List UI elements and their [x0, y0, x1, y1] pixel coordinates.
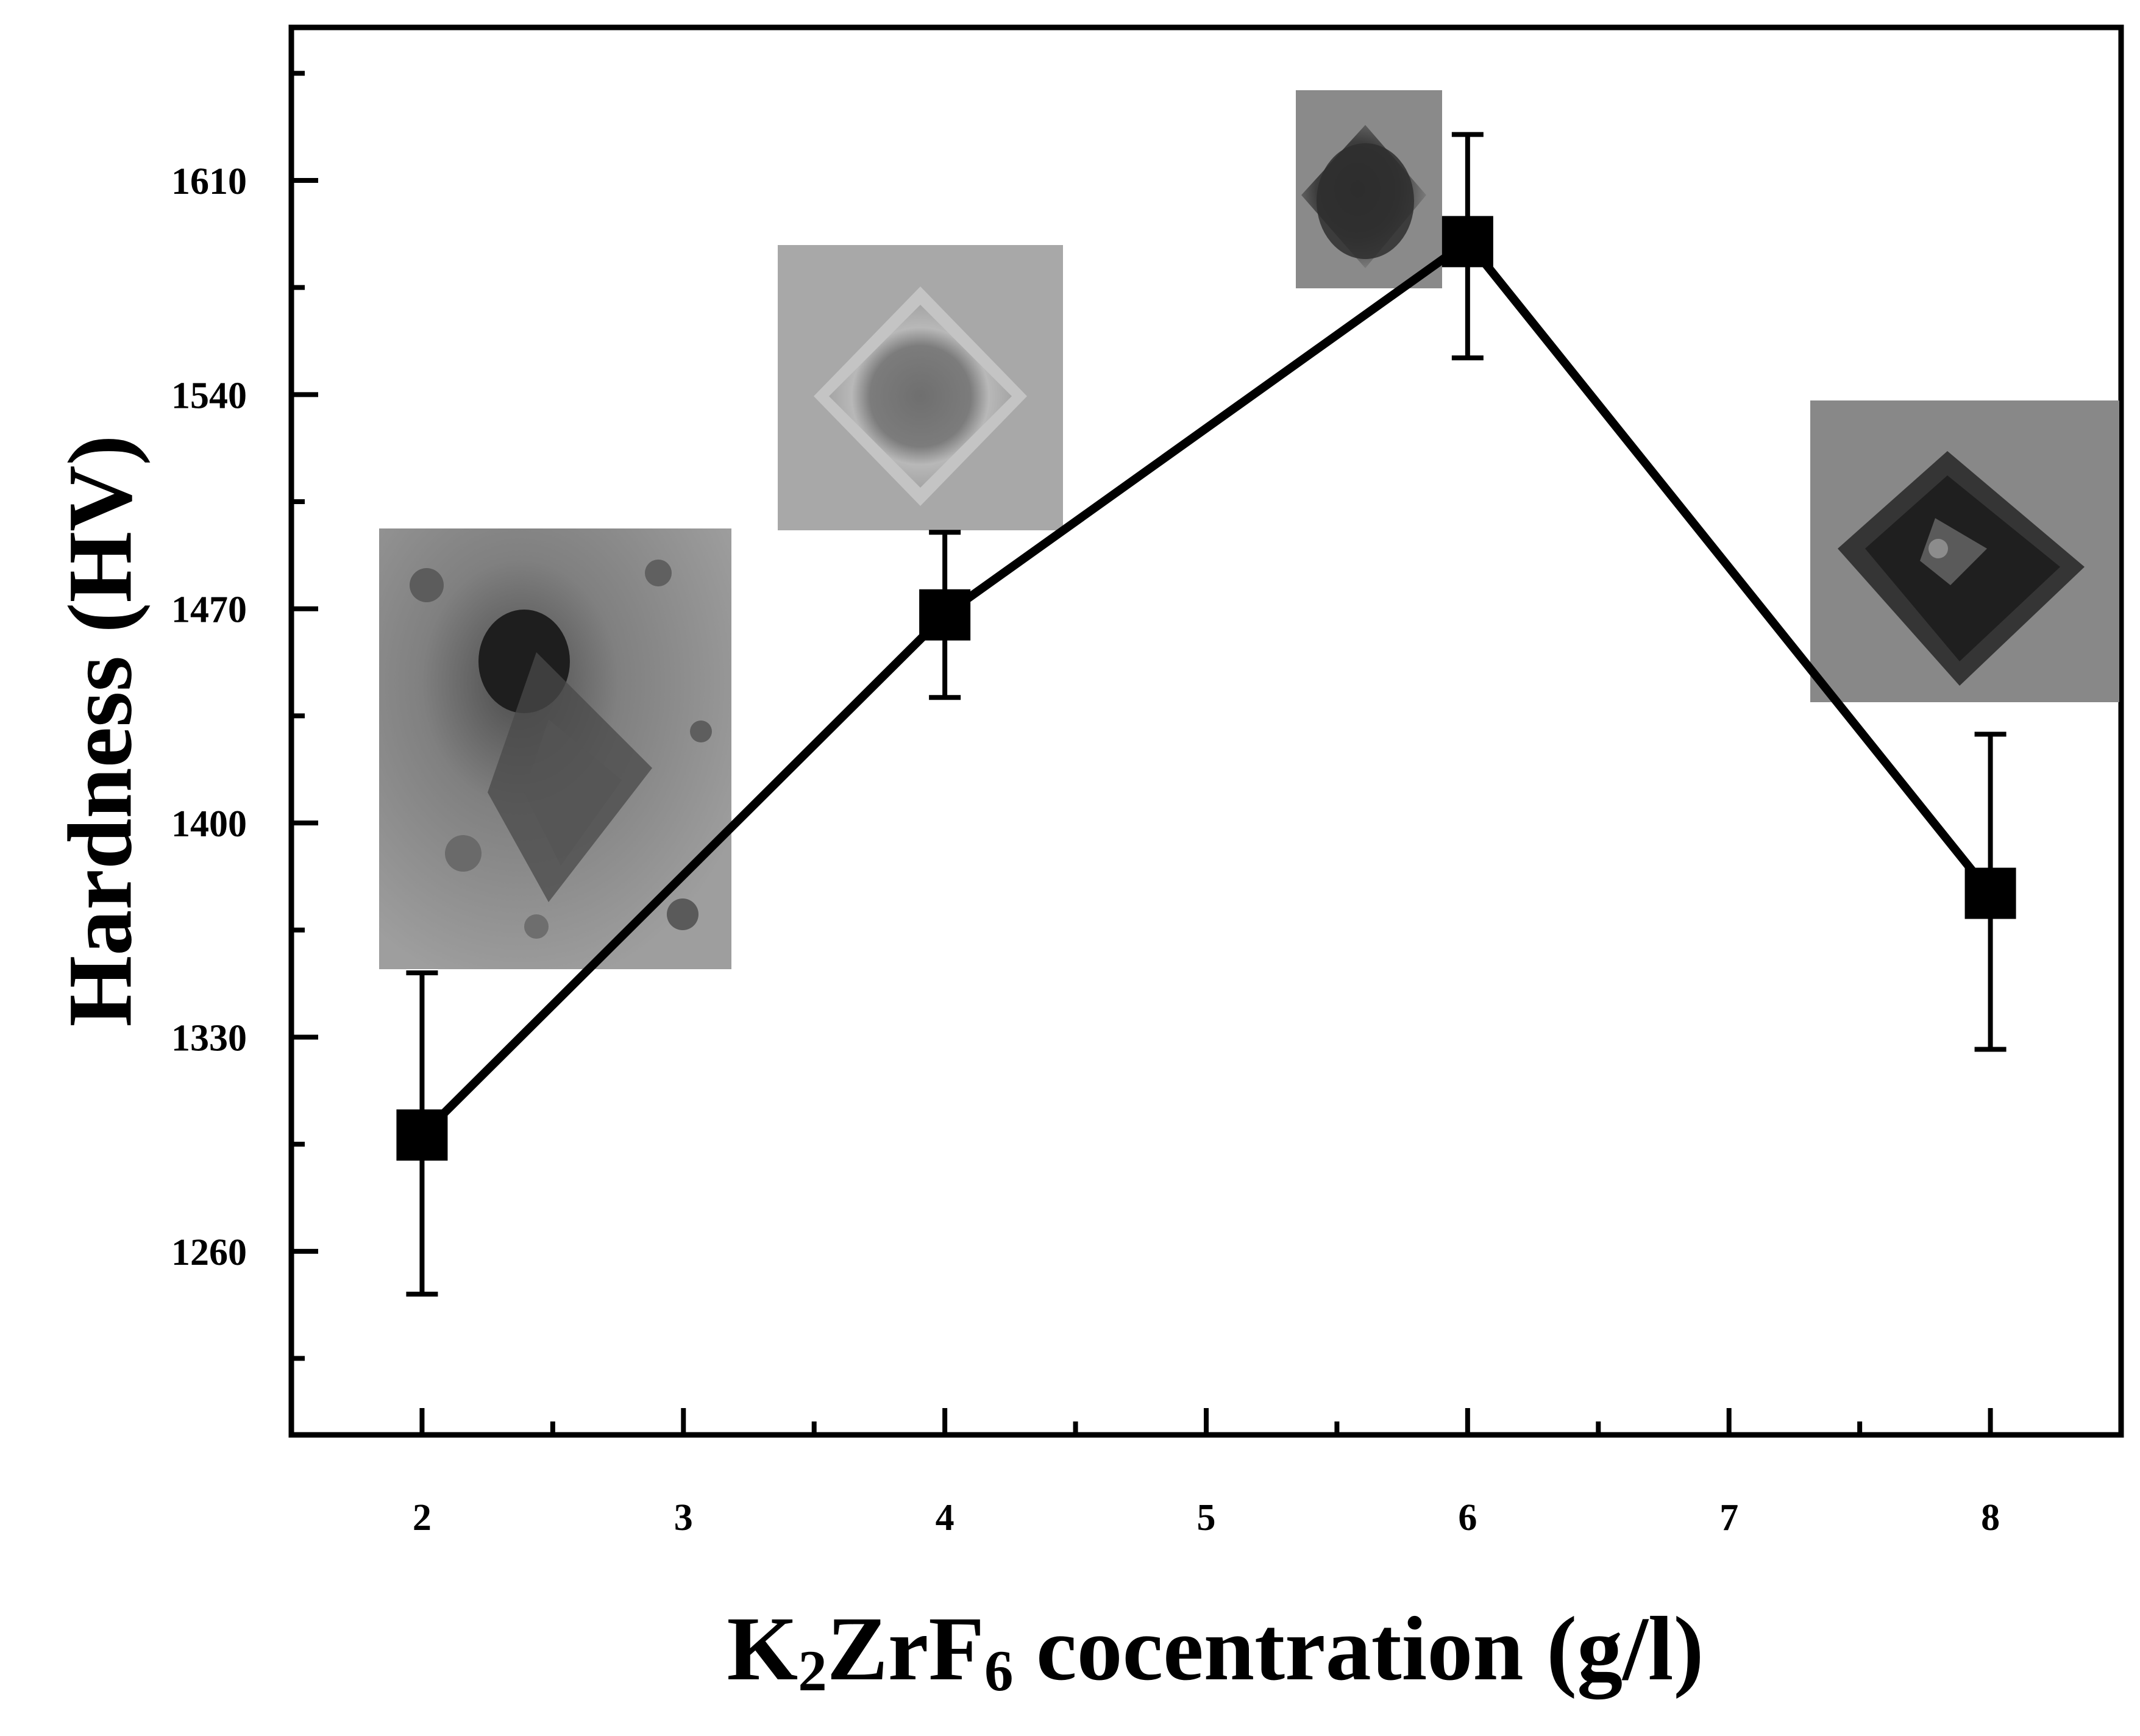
indentation-insets [379, 90, 2119, 969]
x-tick-label: 6 [1458, 1497, 1477, 1539]
x-axis-title: K2ZrF6 cocentration (g/l) [727, 1598, 1704, 1703]
x-axis-title-subscript-1: 2 [798, 1638, 827, 1703]
x-tick-label: 8 [1981, 1497, 2000, 1539]
y-tick-label: 1260 [171, 1232, 247, 1273]
x-tick-label: 7 [1719, 1497, 1738, 1539]
y-tick-label: 1540 [171, 375, 247, 416]
x-tick-label: 5 [1197, 1497, 1216, 1539]
x-axis-title-part-1: K [727, 1598, 798, 1699]
hardness-series [396, 132, 2016, 1297]
y-axis-title: Hardness (HV) [49, 435, 151, 1027]
y-tick-label: 1610 [171, 161, 247, 202]
indentation-image-6 [1296, 90, 1442, 288]
y-tick-label: 1330 [171, 1017, 247, 1059]
y-tick-label: 1400 [171, 803, 247, 845]
data-point-marker [396, 1109, 448, 1161]
data-point-marker [1441, 216, 1493, 268]
x-tick-labels: 2 3 4 5 6 7 8 [413, 1497, 2000, 1539]
indentation-image-4 [778, 245, 1063, 530]
y-tick-labels: 1260 1330 1400 1470 1540 1610 [171, 161, 247, 1273]
x-tick-label: 4 [936, 1497, 954, 1539]
data-point-marker [1964, 867, 2016, 919]
series-line [419, 237, 1994, 1139]
data-point-marker [919, 589, 971, 641]
axis-ticks [291, 71, 1993, 1435]
x-axis-title-subscript-2: 6 [984, 1638, 1014, 1703]
indentation-image-2 [379, 528, 731, 969]
y-tick-label: 1470 [171, 589, 247, 631]
x-axis-title-part-3: cocentration (g/l) [1013, 1598, 1704, 1699]
x-axis-title-part-2: ZrF [827, 1598, 984, 1699]
x-tick-label: 3 [674, 1497, 693, 1539]
indentation-image-8 [1810, 400, 2119, 702]
x-tick-label: 2 [413, 1497, 432, 1539]
